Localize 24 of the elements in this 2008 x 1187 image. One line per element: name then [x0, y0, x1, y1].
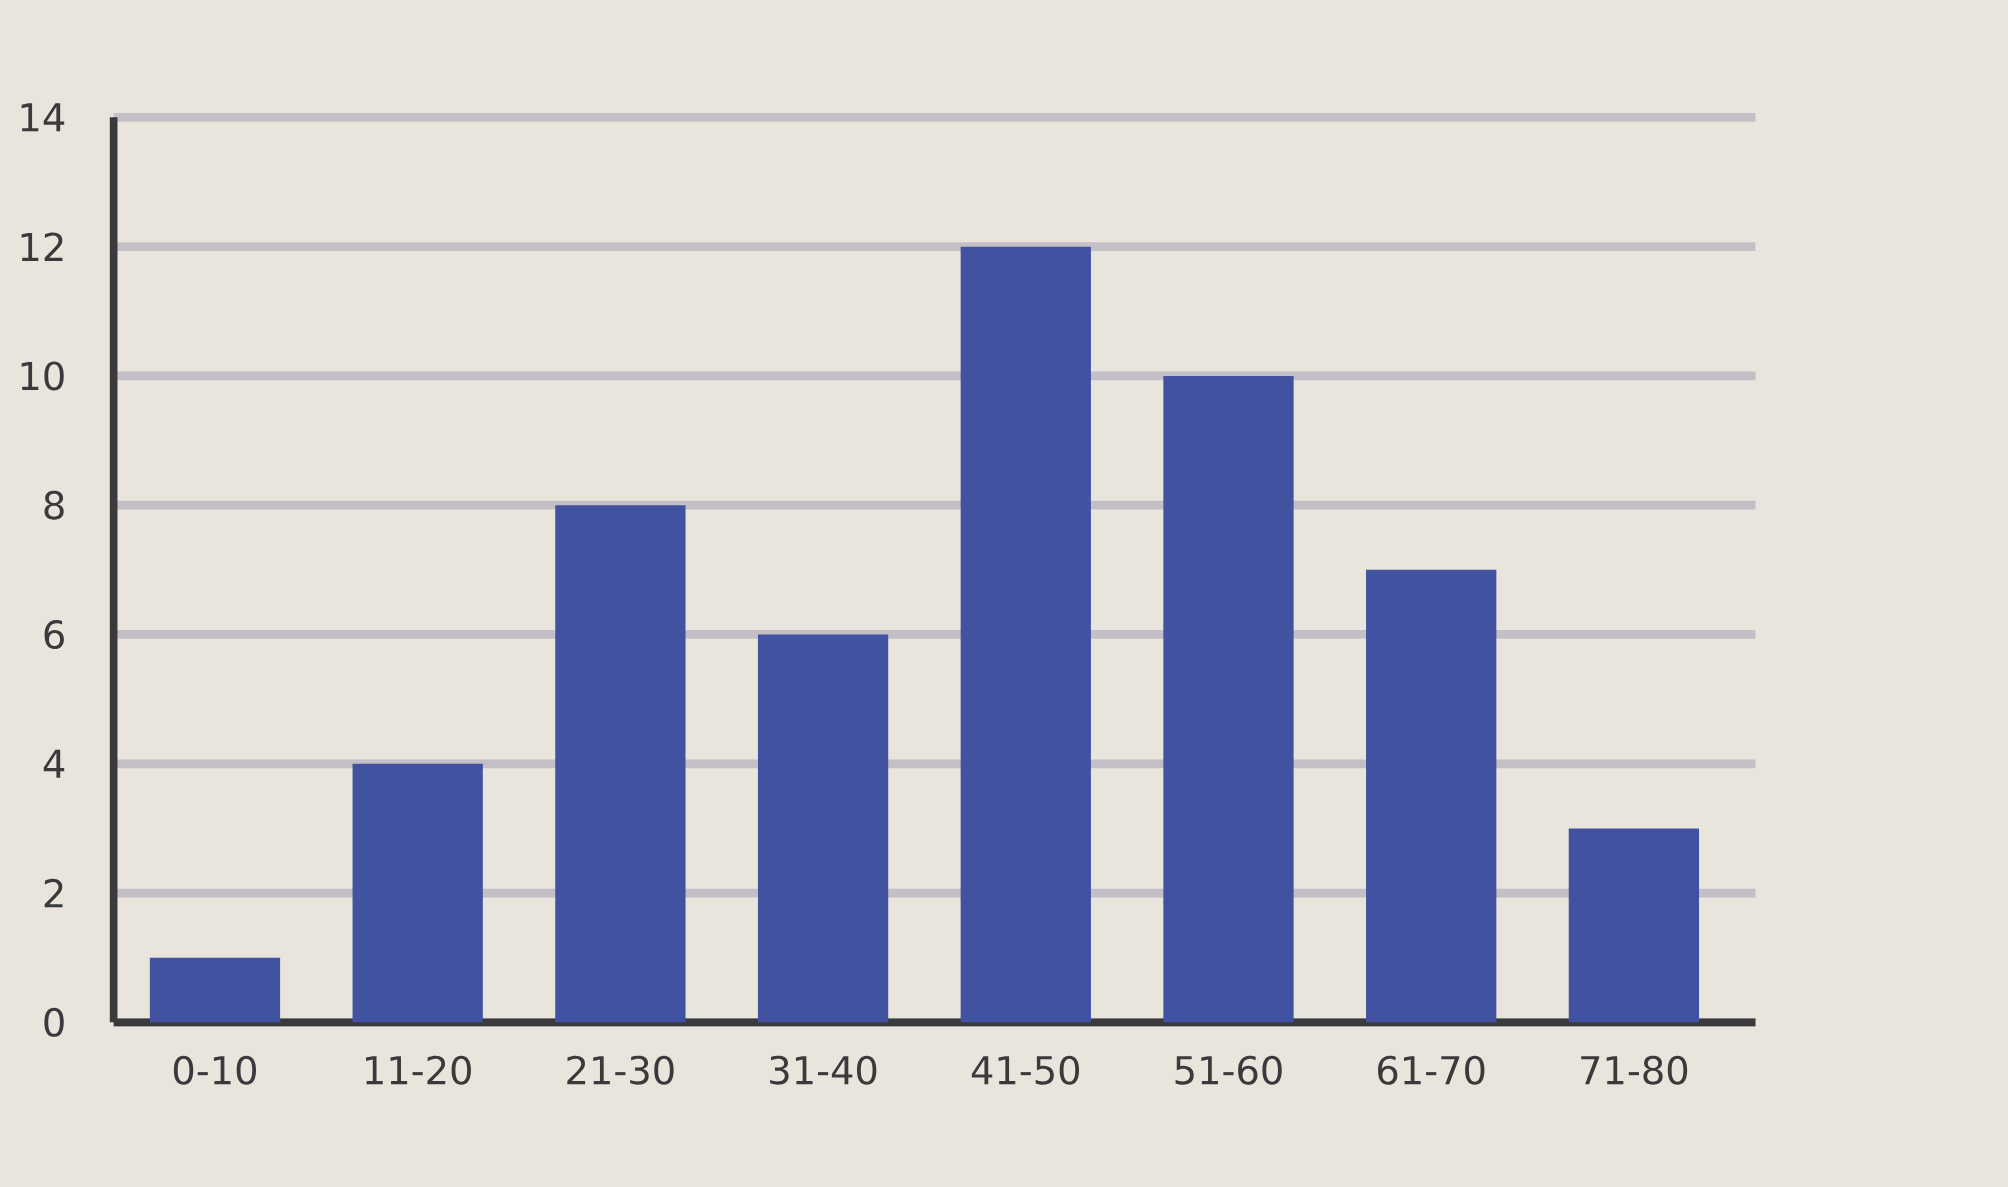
x-tick-label: 31-40 — [770, 1055, 877, 1085]
x-tick-label: 21-30 — [567, 1055, 674, 1085]
y-tick-label: 14 — [21, 103, 65, 132]
y-tick-label: 6 — [44, 619, 64, 649]
bar — [757, 634, 889, 1023]
bar — [960, 246, 1091, 1023]
bar — [149, 957, 281, 1023]
x-tick-label: 11-20 — [366, 1055, 471, 1085]
bar — [1163, 375, 1294, 1023]
bar — [352, 763, 483, 1023]
x-tick-label: 71-80 — [1581, 1055, 1688, 1085]
bar — [1568, 828, 1700, 1023]
y-tick-label: 10 — [21, 361, 64, 391]
y-tick-label: 4 — [43, 749, 65, 778]
x-tick-label: 51-60 — [1175, 1055, 1282, 1085]
y-tick-label: 8 — [44, 490, 64, 520]
x-tick-label: 61-70 — [1378, 1055, 1485, 1085]
bar — [555, 504, 686, 1023]
x-tick-label: 41-50 — [971, 1055, 1080, 1085]
y-tick-label: 0 — [44, 1007, 64, 1037]
y-tick-label: 12 — [21, 232, 63, 261]
y-tick-label: 2 — [44, 878, 63, 908]
bar — [1366, 569, 1497, 1023]
x-tick-label: 0-10 — [173, 1055, 257, 1085]
